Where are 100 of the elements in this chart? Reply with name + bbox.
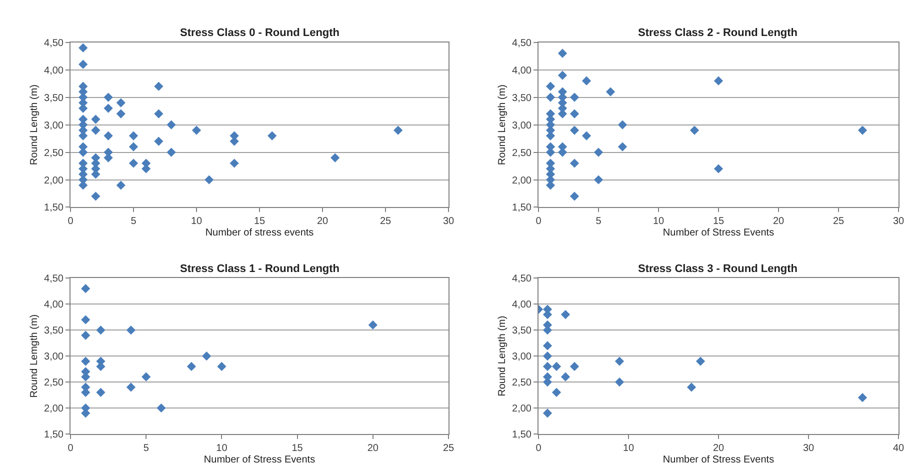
x-tick-label: 20	[712, 442, 724, 454]
point	[91, 126, 100, 135]
point	[330, 153, 340, 162]
point	[570, 158, 580, 168]
y-axis-title: Round Length (m)	[497, 316, 508, 396]
point	[582, 76, 592, 86]
y-tick-label: 3,00	[512, 120, 532, 132]
point	[202, 352, 212, 361]
point	[570, 192, 580, 201]
point	[858, 393, 868, 402]
point	[558, 48, 568, 58]
point	[686, 382, 696, 392]
point	[128, 142, 138, 152]
y-tick-label: 2,00	[512, 175, 532, 186]
point	[696, 356, 706, 366]
point	[116, 109, 126, 118]
point	[128, 158, 138, 168]
point	[128, 131, 138, 140]
point	[714, 76, 724, 86]
y-tick-label: 4,50	[44, 274, 64, 285]
point	[81, 284, 90, 294]
y-tick-label: 4,50	[512, 38, 532, 49]
y-tick-label: 4,00	[512, 300, 532, 311]
point	[618, 120, 628, 130]
point	[570, 109, 580, 118]
point	[560, 372, 570, 382]
point	[78, 43, 88, 52]
point	[116, 98, 126, 108]
y-axis-title: Round Lemgth (m)	[29, 314, 40, 398]
y-tick-label: 1,50	[44, 202, 64, 214]
point	[542, 362, 552, 372]
chart-title: Stress Class 1 - Round Length	[180, 263, 340, 275]
x-axis-title: Number of Stress Events	[662, 228, 774, 239]
y-tick-label: 1,50	[512, 202, 532, 214]
point	[192, 126, 202, 135]
y-axis-title: Round Length (m)	[497, 84, 508, 166]
point	[570, 92, 580, 102]
point	[618, 142, 628, 152]
x-tick-label: 0	[536, 216, 542, 228]
point	[126, 382, 136, 392]
x-tick-label: 0	[536, 442, 542, 454]
point	[570, 126, 580, 135]
x-tick-label: 25	[832, 216, 844, 228]
y-tick-label: 3,00	[512, 352, 532, 363]
point	[394, 126, 403, 135]
y-tick-label: 2,00	[44, 175, 64, 186]
point	[156, 403, 166, 413]
y-tick-label: 2,00	[44, 403, 64, 414]
x-tick-label: 30	[802, 442, 814, 454]
x-tick-label: 20	[316, 216, 328, 228]
point	[154, 136, 164, 146]
y-tick-label: 2,50	[512, 148, 532, 159]
point	[714, 164, 724, 174]
point	[204, 175, 214, 184]
point	[81, 330, 90, 340]
point	[91, 114, 100, 124]
y-tick-label: 3,50	[512, 92, 532, 104]
point	[104, 104, 113, 113]
point	[78, 60, 88, 69]
x-axis-title: Number of Stress Events	[662, 454, 774, 466]
point	[594, 175, 604, 184]
point	[81, 356, 90, 366]
point	[104, 131, 113, 140]
point	[186, 362, 196, 372]
x-tick-label: 0	[68, 216, 74, 228]
x-tick-label: 25	[380, 216, 392, 228]
point	[368, 320, 378, 330]
point	[570, 362, 580, 372]
point	[582, 131, 592, 140]
x-tick-label: 40	[892, 442, 904, 454]
y-tick-label: 4,50	[512, 274, 532, 285]
point	[542, 408, 552, 418]
point	[546, 92, 556, 102]
point	[96, 388, 106, 397]
point	[104, 92, 113, 102]
point	[552, 362, 562, 372]
y-tick-label: 2,50	[512, 378, 532, 389]
point	[126, 326, 136, 335]
x-tick-label: 15	[712, 216, 724, 228]
y-tick-label: 1,50	[44, 429, 64, 440]
y-tick-label: 4,00	[44, 65, 64, 76]
x-tick-label: 5	[130, 216, 137, 228]
point	[142, 372, 151, 382]
point	[542, 341, 552, 350]
x-tick-label: 20	[367, 442, 379, 454]
point	[542, 352, 552, 361]
point	[614, 377, 624, 387]
x-tick-label: 15	[254, 216, 266, 228]
point	[230, 158, 239, 168]
y-axis-title: Round Length (m)	[29, 84, 40, 166]
x-axis-title: Number of stress events	[205, 228, 314, 239]
point	[166, 120, 176, 130]
point	[858, 126, 868, 135]
y-tick-label: 4,50	[44, 38, 64, 49]
x-tick-label: 30	[442, 216, 454, 228]
y-tick-label: 2,00	[512, 403, 532, 414]
y-tick-label: 3,00	[44, 120, 64, 132]
y-tick-label: 2,50	[44, 378, 64, 389]
x-tick-label: 5	[596, 216, 602, 228]
x-tick-label: 5	[143, 442, 150, 454]
